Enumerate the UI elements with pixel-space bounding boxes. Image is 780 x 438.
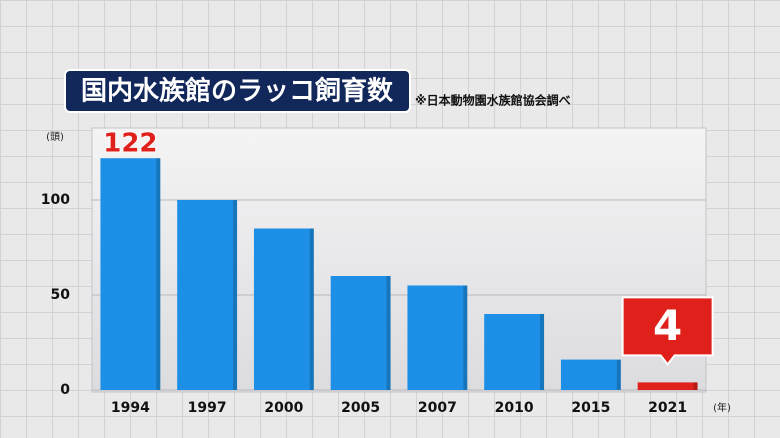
callout-box — [621, 296, 714, 367]
title-box — [64, 69, 411, 113]
bar — [100, 158, 161, 390]
y-unit: (頭) — [46, 131, 64, 143]
bar — [330, 276, 391, 390]
plot-panel — [91, 127, 707, 393]
data-label: 122 — [103, 129, 157, 159]
bar — [253, 228, 314, 390]
bar — [177, 200, 238, 390]
x-tick-label: 2007 — [418, 400, 457, 416]
bar-shade — [386, 276, 391, 390]
bar-shade — [156, 158, 161, 390]
bar-shade — [309, 228, 314, 390]
bar — [560, 359, 621, 390]
x-tick-label: 2021 — [648, 400, 687, 416]
subtitle: ※日本動物園水族館協会調べ — [415, 93, 571, 108]
x-tick-label: 2010 — [495, 400, 534, 416]
bar-shade — [693, 382, 698, 390]
bar — [407, 285, 468, 390]
x-tick-label: 2015 — [571, 400, 610, 416]
chart-title: 国内水族館のラッコ飼育数 — [81, 76, 394, 107]
bar-shade — [540, 314, 545, 390]
y-tick-label: 50 — [51, 287, 71, 303]
x-unit: (年) — [713, 401, 731, 414]
data-label: 4 — [653, 301, 682, 350]
y-tick-label: 100 — [41, 192, 70, 208]
x-tick-label: 2000 — [264, 400, 303, 416]
y-tick-label: 0 — [60, 382, 70, 398]
bar — [484, 314, 545, 390]
x-tick-label: 1994 — [111, 400, 150, 416]
bar-shade — [233, 200, 238, 390]
x-tick-label: 1997 — [188, 400, 227, 416]
bar-shade — [616, 359, 621, 390]
x-tick-label: 2005 — [341, 400, 380, 416]
bar-shade — [463, 285, 468, 390]
bar — [637, 382, 698, 390]
